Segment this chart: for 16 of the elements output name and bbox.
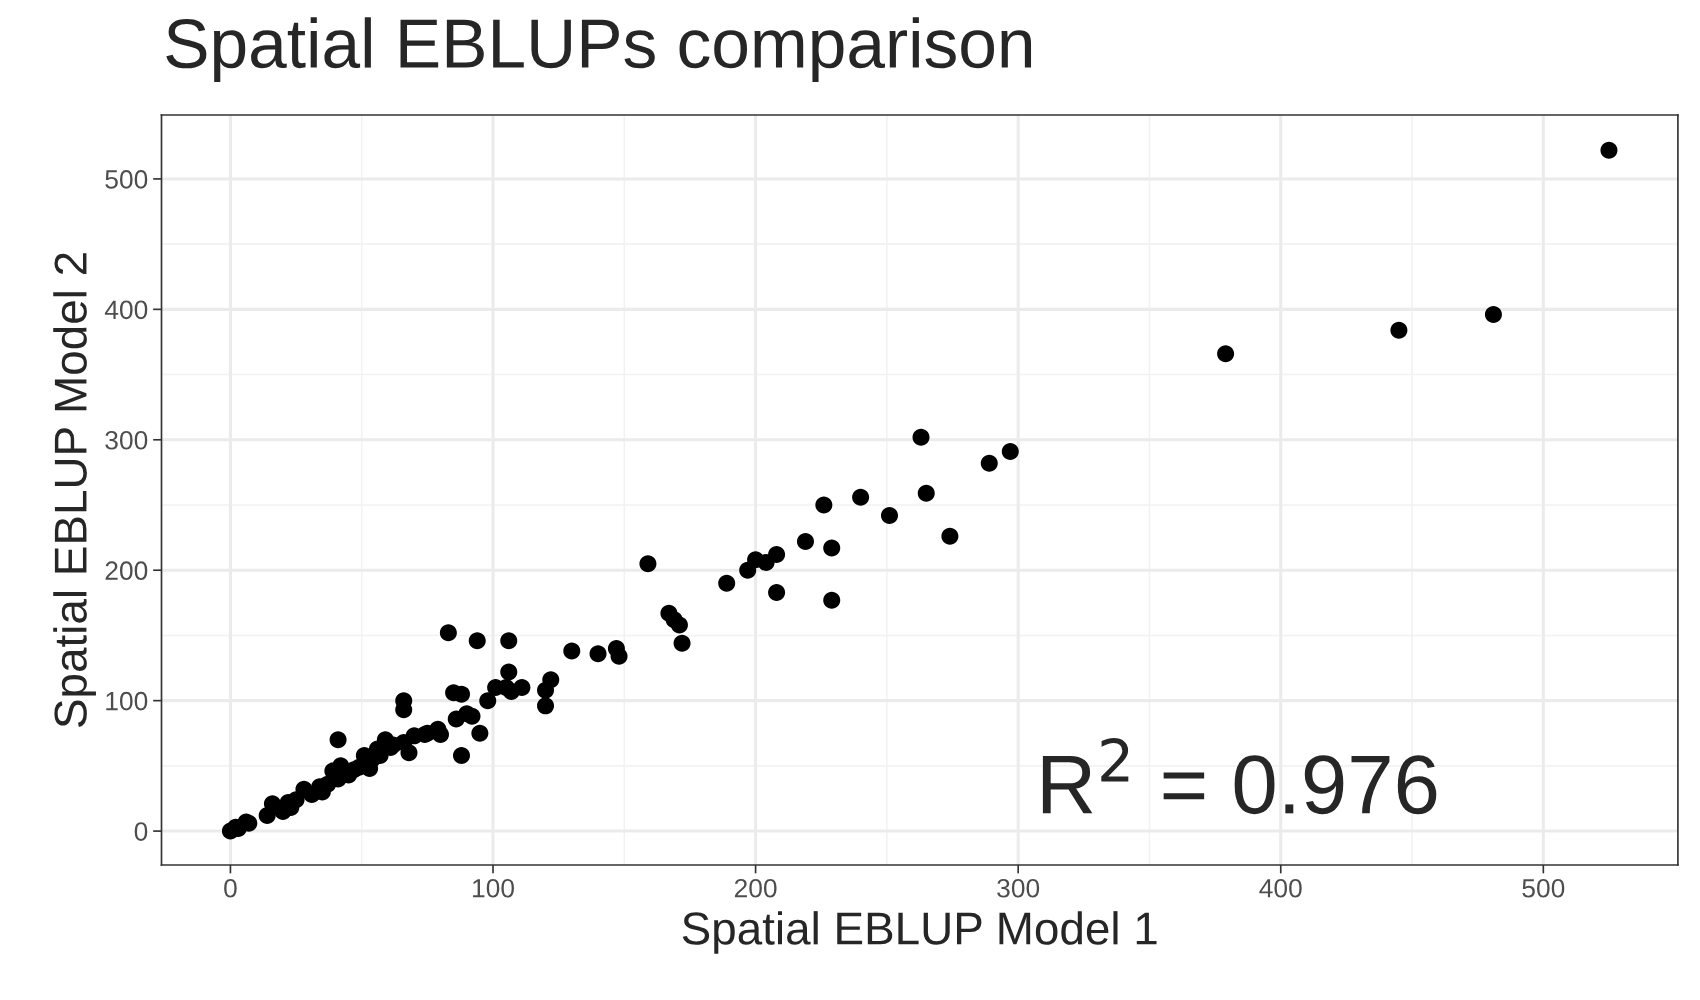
- y-tick-label: 400: [104, 300, 148, 320]
- y-tick-label: 500: [105, 170, 148, 189]
- y-axis-title: Spatial EBLUP Model 2: [53, 253, 96, 727]
- x-tick-label: 300: [997, 878, 1040, 898]
- chart-title: Spatial EBLUPs comparison: [166, 17, 1032, 82]
- y-tick-label: 200: [105, 561, 148, 581]
- x-tick-label: 400: [1259, 878, 1302, 898]
- y-tick-label: 0: [134, 822, 148, 841]
- x-tick-label: 200: [734, 878, 777, 898]
- y-tick-label: 300: [105, 430, 148, 450]
- x-axis-title: Spatial EBLUP Model 1: [682, 911, 1157, 954]
- x-tick-label: 500: [1522, 878, 1565, 898]
- annotation: R$^{2}$ = 0.976: [1042, 738, 1437, 815]
- x-tick-label: 100: [473, 878, 514, 898]
- y-tick-label: 100: [106, 691, 148, 711]
- x-tick-label: 0: [224, 878, 237, 898]
